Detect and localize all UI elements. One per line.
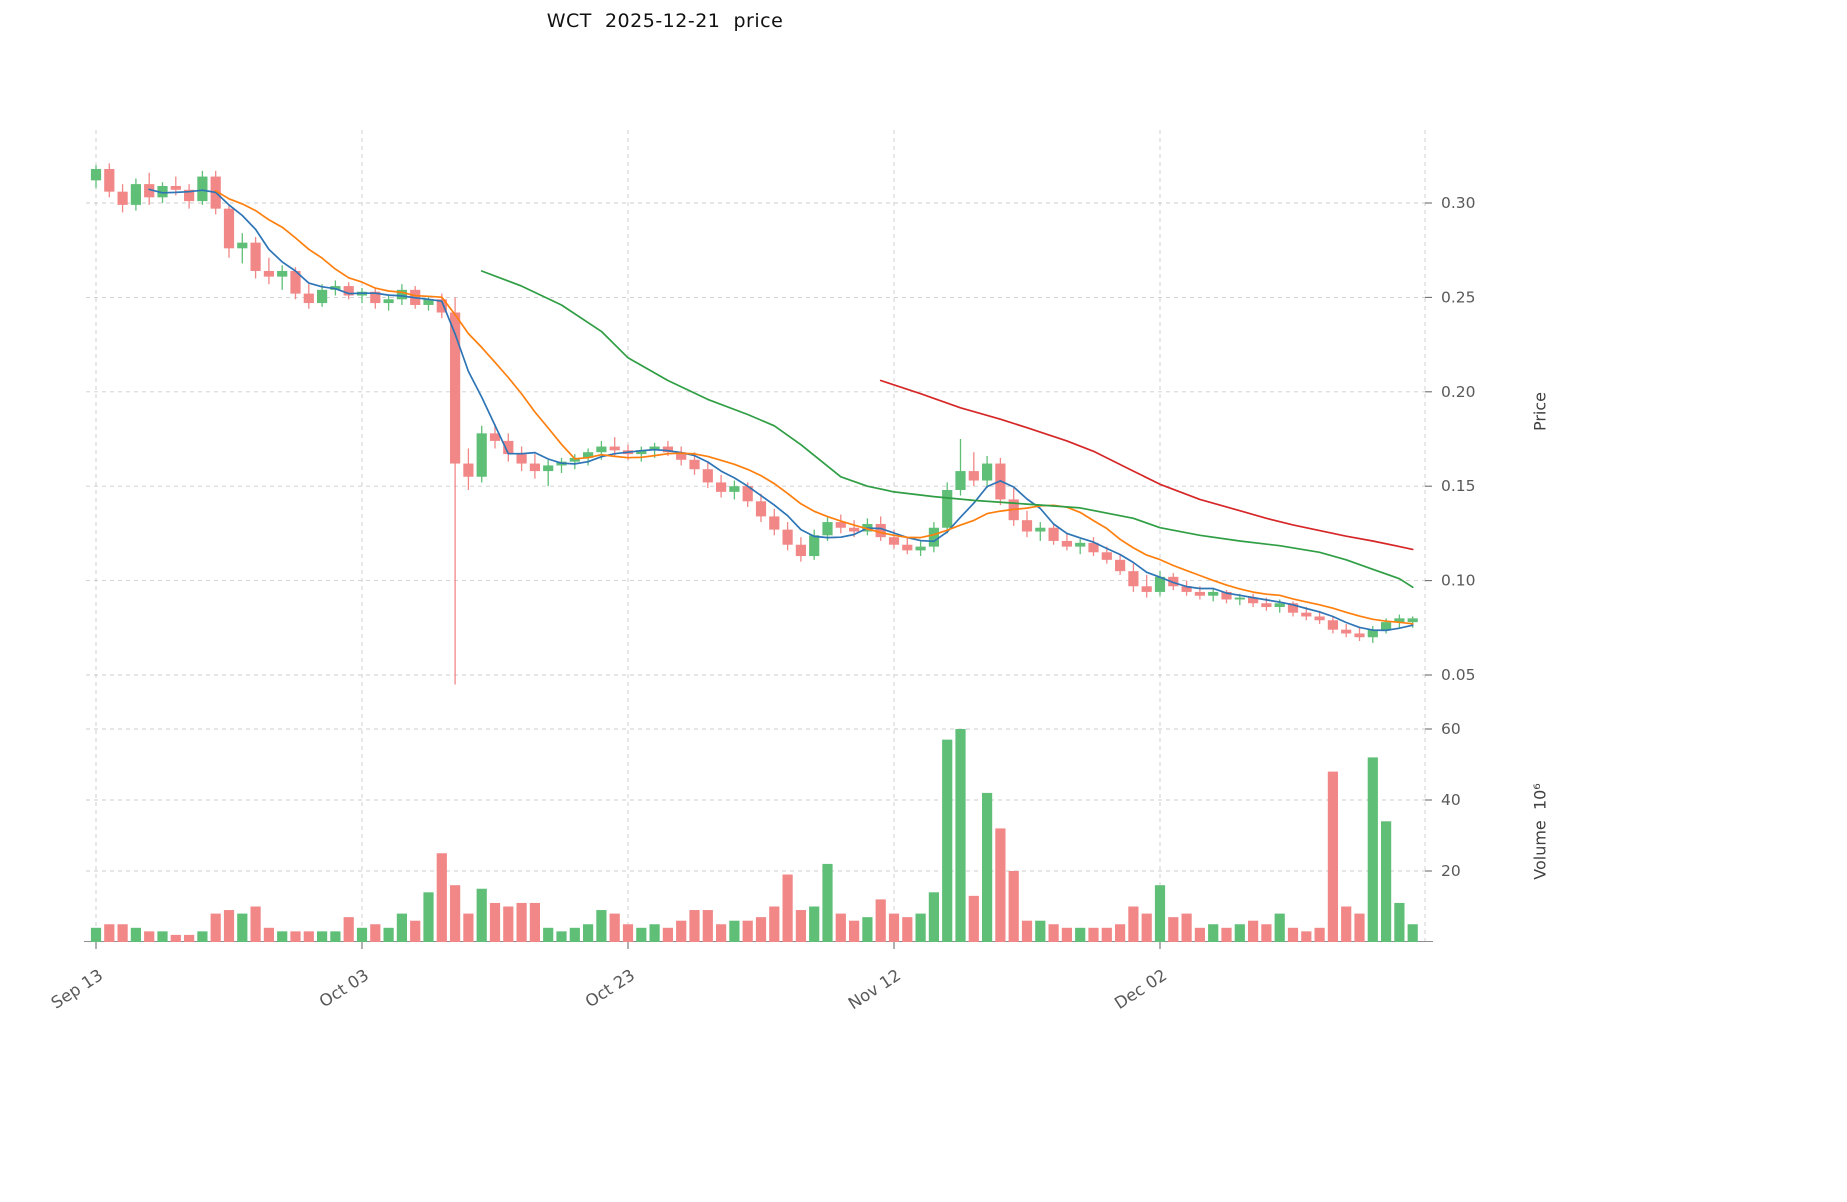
svg-text:0.10: 0.10 — [1441, 572, 1476, 590]
price-axis-label: Price — [1530, 391, 1550, 432]
overlay-sma-slow — [480, 270, 1414, 589]
svg-text:0.25: 0.25 — [1441, 288, 1476, 306]
overlay-sma-mid — [214, 190, 1414, 625]
x-tick-label: Sep 13 — [48, 965, 106, 1012]
x-tick-label: Oct 23 — [582, 965, 638, 1011]
x-tick-label: Dec 02 — [1111, 965, 1170, 1013]
volume-axis-label: Volume 10⁶ — [1530, 783, 1550, 880]
svg-text:0.05: 0.05 — [1441, 666, 1476, 684]
overlay-sma-long — [879, 379, 1414, 551]
overlay-sma-fast — [148, 188, 1414, 632]
x-tick-label: Nov 12 — [845, 965, 904, 1013]
chart-title: WCT 2025-12-21 price — [546, 10, 784, 32]
svg-text:0.20: 0.20 — [1441, 383, 1476, 401]
svg-text:60: 60 — [1441, 720, 1461, 738]
svg-text:20: 20 — [1441, 862, 1461, 880]
x-tick-label: Oct 03 — [316, 965, 372, 1011]
svg-text:0.15: 0.15 — [1441, 477, 1476, 495]
svg-text:0.30: 0.30 — [1441, 194, 1476, 212]
svg-text:40: 40 — [1441, 791, 1461, 809]
